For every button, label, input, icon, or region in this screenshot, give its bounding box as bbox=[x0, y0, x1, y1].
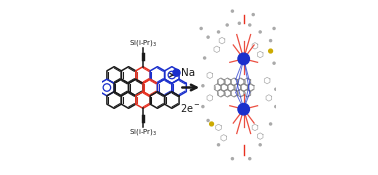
Text: Na: Na bbox=[181, 68, 195, 78]
Circle shape bbox=[210, 122, 214, 126]
Circle shape bbox=[202, 85, 204, 87]
Circle shape bbox=[202, 106, 204, 108]
Circle shape bbox=[207, 36, 209, 38]
Circle shape bbox=[226, 24, 228, 26]
Circle shape bbox=[204, 57, 206, 59]
Circle shape bbox=[275, 88, 277, 90]
Circle shape bbox=[259, 31, 261, 33]
Circle shape bbox=[249, 158, 251, 160]
Circle shape bbox=[231, 10, 234, 12]
Text: Si(i-Pr)$_3$: Si(i-Pr)$_3$ bbox=[129, 127, 157, 137]
Circle shape bbox=[259, 144, 261, 146]
Circle shape bbox=[273, 27, 275, 30]
Circle shape bbox=[173, 69, 180, 76]
Circle shape bbox=[249, 24, 251, 26]
Circle shape bbox=[273, 62, 275, 64]
Circle shape bbox=[270, 40, 272, 42]
Text: Si(i-Pr)$_3$: Si(i-Pr)$_3$ bbox=[129, 38, 157, 48]
Circle shape bbox=[200, 27, 202, 30]
Circle shape bbox=[238, 103, 249, 115]
Text: 2e$^-$: 2e$^-$ bbox=[180, 102, 201, 114]
Circle shape bbox=[269, 49, 273, 53]
Circle shape bbox=[207, 120, 209, 121]
Circle shape bbox=[275, 106, 277, 108]
Circle shape bbox=[231, 158, 234, 160]
Circle shape bbox=[238, 22, 240, 24]
Circle shape bbox=[278, 50, 280, 52]
Circle shape bbox=[238, 53, 249, 65]
Circle shape bbox=[270, 123, 272, 125]
Circle shape bbox=[217, 31, 220, 33]
Circle shape bbox=[252, 13, 254, 16]
Circle shape bbox=[217, 144, 220, 146]
